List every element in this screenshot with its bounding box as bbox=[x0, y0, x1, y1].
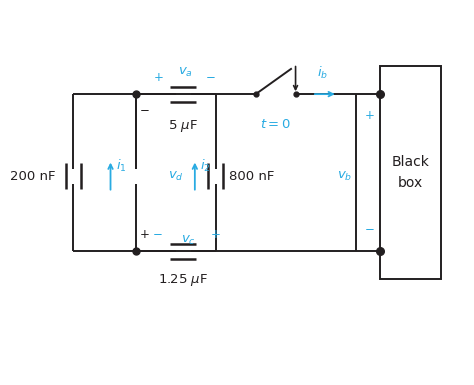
Text: 200 nF: 200 nF bbox=[10, 170, 55, 182]
Text: $v_b$: $v_b$ bbox=[337, 169, 352, 182]
Text: $i_b$: $i_b$ bbox=[317, 65, 328, 81]
Bar bbox=[380, 66, 441, 279]
Text: −: − bbox=[140, 104, 150, 117]
Text: Black
box: Black box bbox=[392, 155, 429, 190]
Text: $i_1$: $i_1$ bbox=[116, 158, 127, 174]
Text: −: − bbox=[205, 71, 215, 84]
Text: +: + bbox=[365, 109, 374, 122]
Text: 800 nF: 800 nF bbox=[229, 170, 274, 182]
Text: −: − bbox=[153, 228, 162, 241]
Text: −: − bbox=[365, 223, 374, 236]
Text: $v_d$: $v_d$ bbox=[168, 169, 184, 182]
Text: +: + bbox=[154, 71, 164, 84]
Text: $i_2$: $i_2$ bbox=[201, 158, 211, 174]
Text: $v_a$: $v_a$ bbox=[178, 66, 193, 79]
Text: +: + bbox=[211, 228, 221, 241]
Text: 5 $\mu$F: 5 $\mu$F bbox=[168, 117, 198, 134]
Text: +: + bbox=[140, 228, 150, 241]
Text: $v_c$: $v_c$ bbox=[182, 234, 196, 247]
Text: 1.25 $\mu$F: 1.25 $\mu$F bbox=[158, 272, 208, 288]
Text: $t = 0$: $t = 0$ bbox=[260, 117, 291, 131]
